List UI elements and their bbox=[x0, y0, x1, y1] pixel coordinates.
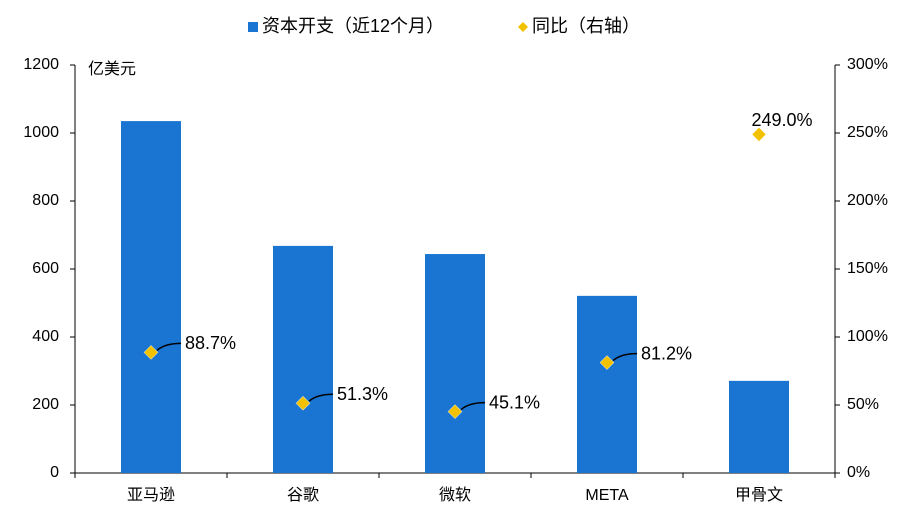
data-point bbox=[751, 127, 767, 142]
y2-tick-label: 200% bbox=[847, 192, 888, 209]
leader-line bbox=[308, 393, 334, 402]
bar bbox=[273, 245, 333, 473]
leader-line bbox=[156, 342, 182, 351]
bar bbox=[729, 380, 789, 473]
bar bbox=[425, 254, 485, 473]
data-point bbox=[295, 395, 311, 411]
y2-tick-label: 300% bbox=[847, 56, 888, 73]
x-tick-label: 甲骨文 bbox=[735, 486, 783, 504]
x-tick-label: 亚马逊 bbox=[127, 486, 175, 504]
bar bbox=[121, 121, 181, 473]
leader-line bbox=[460, 401, 486, 411]
data-label: 51.3% bbox=[337, 384, 388, 404]
y-tick-label: 400 bbox=[32, 328, 59, 345]
y2-tick-label: 250% bbox=[847, 124, 888, 141]
y2-tick-label: 0% bbox=[847, 464, 870, 481]
y2-tick-label: 50% bbox=[847, 396, 879, 413]
data-label: 81.2% bbox=[641, 343, 692, 363]
data-point bbox=[447, 404, 463, 420]
leader-line bbox=[612, 352, 638, 362]
data-label: 249.0% bbox=[751, 110, 812, 130]
bar bbox=[577, 295, 637, 473]
unit-label: 亿美元 bbox=[88, 60, 136, 78]
y-tick-label: 600 bbox=[32, 260, 59, 277]
legend-marker bbox=[518, 22, 528, 32]
x-tick-label: 谷歌 bbox=[287, 486, 319, 504]
y-tick-label: 0 bbox=[50, 464, 59, 481]
y-tick-label: 800 bbox=[32, 192, 59, 209]
data-label: 45.1% bbox=[489, 392, 540, 412]
y-tick-label: 1200 bbox=[23, 56, 59, 73]
data-label: 88.7% bbox=[185, 333, 236, 353]
y-tick-label: 200 bbox=[32, 396, 59, 413]
x-tick-label: 微软 bbox=[439, 486, 471, 504]
x-tick-label: META bbox=[585, 487, 629, 504]
y2-tick-label: 100% bbox=[847, 328, 888, 345]
legend-label: 资本开支（近12个月） bbox=[262, 16, 444, 36]
data-point bbox=[143, 345, 159, 360]
y2-tick-label: 150% bbox=[847, 260, 888, 277]
y-tick-label: 1000 bbox=[23, 124, 59, 141]
data-point bbox=[599, 355, 615, 370]
legend-label: 同比（右轴） bbox=[532, 16, 640, 36]
legend-marker bbox=[248, 22, 258, 32]
